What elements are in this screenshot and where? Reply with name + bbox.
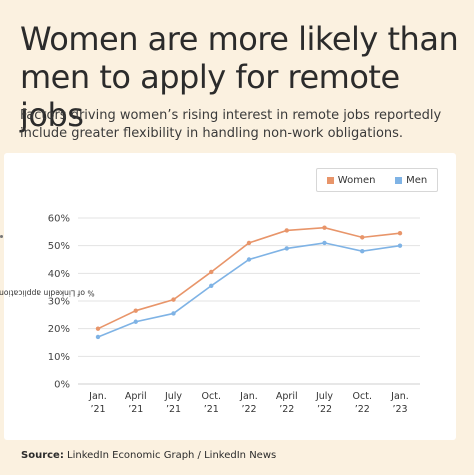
data-point-men	[133, 319, 138, 324]
legend-item-men: Men	[395, 175, 427, 186]
x-tick-label: July	[315, 391, 333, 402]
x-tick-label-year: ’23	[392, 404, 407, 415]
chart-card: Women Men % of LinkedIn applications to …	[0, 153, 456, 440]
series-line-men	[97, 242, 401, 338]
subtitle-line-1: Factors driving women’s rising interest …	[20, 108, 442, 123]
legend-label-women: Women	[337, 174, 376, 186]
data-point-women	[95, 326, 101, 331]
data-point-women	[246, 240, 252, 246]
x-tick-label: Jan.	[390, 391, 409, 402]
headline-line-1: Women are more likely than	[20, 20, 459, 58]
headline-line-2: men to apply for remote jobs	[20, 58, 400, 134]
legend-item-women: Women	[326, 174, 376, 186]
y-tick-label: 20%	[48, 324, 70, 335]
x-tick-label-year: ’22	[317, 404, 332, 415]
y-tick-label: 50%	[48, 241, 70, 252]
x-tick-label-year: ’21	[204, 404, 219, 415]
y-tick-label: 40%	[48, 269, 70, 280]
x-tick-label-year: ’21	[128, 404, 143, 415]
y-tick-label: 10%	[48, 352, 70, 363]
y-tick-label: 30%	[48, 297, 70, 308]
x-tick-label: April	[276, 391, 298, 402]
data-point-men	[209, 283, 214, 288]
data-point-men	[360, 249, 365, 254]
data-point-women	[397, 231, 403, 236]
subtitle-line-2: include greater flexibility in handling …	[20, 126, 404, 141]
x-tick-label: Oct.	[353, 391, 372, 402]
data-point-women	[360, 235, 365, 240]
x-tick-label-year: ’21	[90, 404, 105, 415]
legend-label-men: Men	[406, 174, 428, 186]
y-tick-label: 60%	[48, 214, 70, 225]
x-tick-label: Jan.	[239, 391, 258, 402]
x-tick-label-year: ’22	[241, 404, 256, 415]
source-line: Source: LinkedIn Economic Graph / Linked…	[21, 450, 276, 461]
data-point-women	[284, 228, 289, 233]
y-tick-label: 0%	[54, 380, 70, 391]
chart-legend: Women Men	[316, 168, 438, 192]
x-tick-label-year: ’22	[279, 404, 294, 415]
data-point-women	[209, 269, 214, 275]
data-point-women	[322, 225, 327, 230]
data-point-men	[246, 257, 252, 262]
source-label: Source:	[21, 450, 64, 461]
data-point-men	[284, 246, 289, 251]
x-tick-label-year: ’22	[355, 404, 370, 415]
data-point-women	[133, 308, 138, 313]
x-tick-label-year: ’21	[166, 404, 181, 415]
x-tick-label: Jan.	[88, 391, 107, 402]
data-point-men	[95, 334, 101, 340]
subtitle: Factors driving women’s rising interest …	[20, 107, 460, 143]
data-point-men	[397, 243, 403, 248]
headline: Women are more likely than men to apply …	[20, 20, 460, 134]
data-point-men	[171, 311, 176, 316]
data-point-men	[322, 240, 327, 246]
data-point-women	[171, 297, 176, 302]
x-tick-label: July	[164, 391, 182, 402]
line-chart: 0% 10% 20% 30% 40% 50% 60% Jan. ’21 April ’21 July ’…	[48, 214, 420, 415]
x-tick-label: Oct.	[202, 391, 221, 402]
x-tick-label: April	[125, 391, 147, 402]
scroll-handle	[0, 235, 3, 238]
legend-swatch-men	[395, 176, 403, 184]
legend-swatch-women	[326, 176, 334, 184]
source-text: LinkedIn Economic Graph / LinkedIn News	[67, 450, 277, 461]
